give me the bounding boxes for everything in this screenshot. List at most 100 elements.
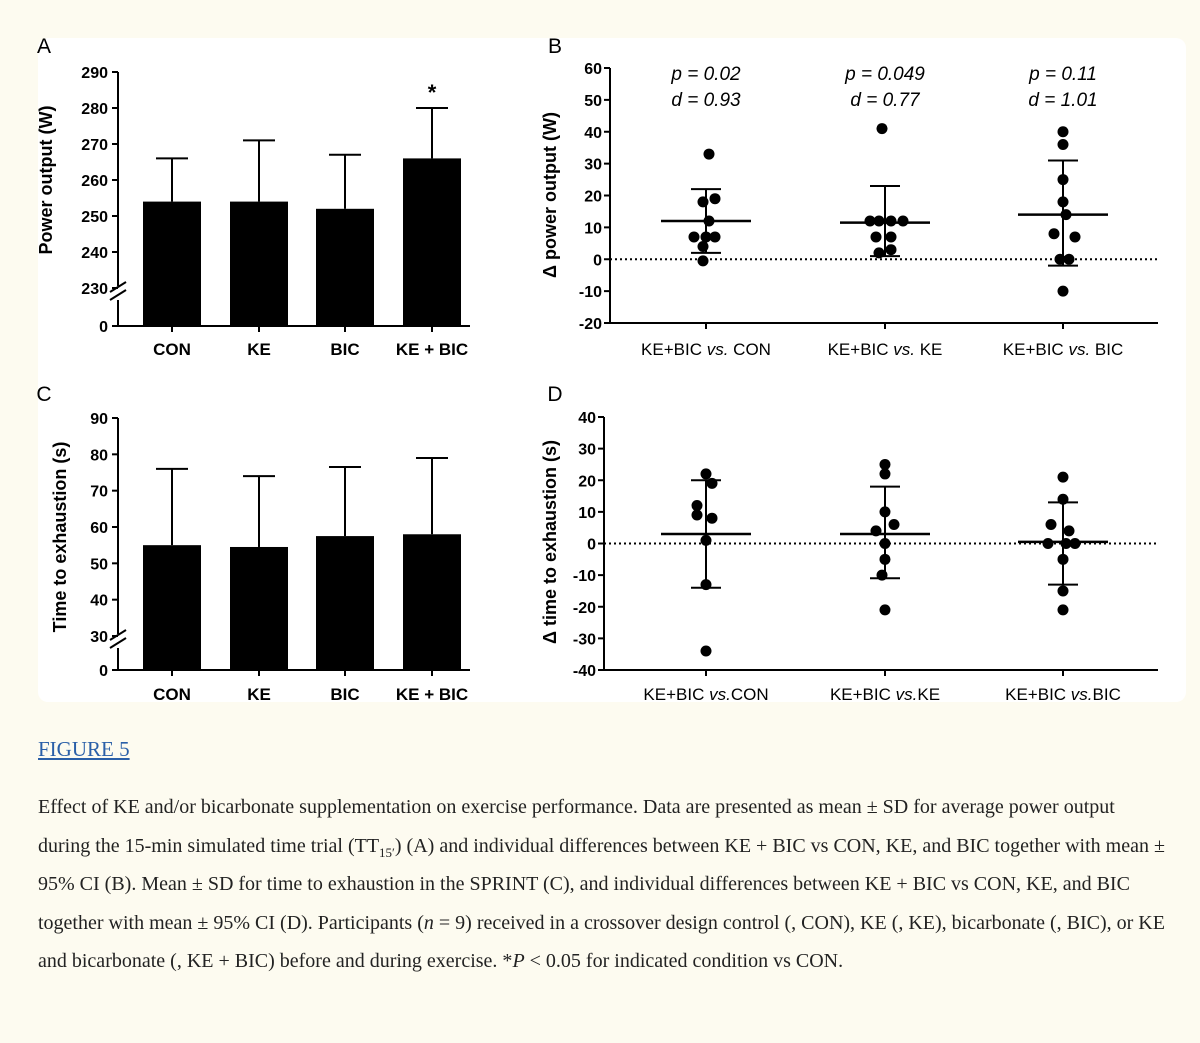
- panel-b-data-point: [697, 255, 709, 267]
- panel-d-ylabel: Δ time to exhaustion (s): [540, 440, 560, 644]
- panel-a-category-label: KE: [247, 340, 271, 359]
- panel-d-category-label-part: vs.: [1071, 685, 1093, 704]
- panel-b-ylabel: Δ power output (W): [540, 112, 560, 278]
- panel-b-category-label: KE+BIC vs. CON: [641, 340, 771, 359]
- panel-a-y-tick-label: 230: [81, 281, 108, 298]
- panel-b-p-value: p = 0.02: [670, 64, 741, 85]
- panel-b-data-point: [873, 215, 885, 227]
- figure-panel: [38, 38, 1186, 702]
- panel-c-bar: [316, 536, 374, 670]
- panel-b-y-tick-label: 50: [584, 93, 602, 110]
- panel-a-bar: [403, 158, 461, 326]
- panel-a-bar: [230, 201, 288, 326]
- panel-a-bar: [316, 208, 374, 326]
- panel-d-category-label: KE+BIC vs.KE: [830, 685, 940, 704]
- panel-d-category-label-part: KE+BIC: [830, 685, 896, 704]
- panel-c-bar: [230, 546, 288, 670]
- panel-b-y-tick-label: 40: [584, 125, 602, 142]
- panel-b-data-point: [709, 193, 721, 205]
- panel-b-y-tick-label: -20: [579, 316, 602, 333]
- panel-c-category-label: KE: [247, 685, 271, 704]
- panel-b-data-point: [1069, 231, 1081, 243]
- panel-b-category-label-part: KE: [915, 340, 942, 359]
- panel-b-y-tick-label: 10: [584, 220, 602, 237]
- panel-c-y-tick-label: 30: [90, 629, 108, 646]
- panel-a-category-label: KE + BIC: [396, 340, 468, 359]
- panel-d-y-tick-label: -40: [573, 663, 596, 680]
- panel-b-effect-size: d = 0.77: [850, 90, 921, 111]
- caption-part-4: < 0.05 for indicated condition vs CON.: [524, 950, 844, 972]
- panel-d-y-tick-label: 0: [587, 537, 596, 554]
- panel-b-category-label-part: CON: [728, 340, 771, 359]
- panel-d-y-tick-label: 10: [578, 505, 596, 522]
- panel-d-data-point: [706, 512, 718, 524]
- panel-a-letter: A: [37, 35, 51, 58]
- panel-a-y-tick-label: 290: [81, 65, 108, 82]
- caption-part-1: Effect of KE and/or bicarbonate suppleme…: [38, 796, 1115, 857]
- panel-a-y-tick-label: 280: [81, 101, 108, 118]
- panel-a-axis-break-2: [109, 289, 127, 301]
- panel-d-data-point: [1063, 525, 1075, 537]
- figure-link[interactable]: FIGURE 5: [38, 737, 130, 761]
- panel-c-bar: [403, 534, 461, 670]
- panel-b-data-point: [885, 244, 897, 256]
- panel-a-ylabel: Power output (W): [36, 106, 56, 255]
- caption-part-2: ) (A) and individual differences between…: [38, 834, 1165, 934]
- panel-b-category-label-part: vs.: [707, 340, 729, 359]
- panel-b-letter: B: [548, 35, 562, 58]
- figure-charts: A Power output (W) 290 280 270 260 250 240 230 0 C…: [36, 35, 1158, 704]
- panel-d-category-label-part: vs.: [709, 685, 731, 704]
- panel-a-y-tick-label: 250: [81, 209, 108, 226]
- panel-b-category-label-part: KE+BIC: [641, 340, 707, 359]
- panel-b-y-tick-label: -10: [579, 284, 602, 301]
- panel-d-data-point: [1042, 538, 1054, 549]
- panel-d-data-point: [1057, 585, 1069, 597]
- panel-b-data-point: [1063, 253, 1075, 265]
- panel-d-data-point: [1045, 519, 1057, 531]
- caption-part-3: = 9) received in a crossover design cont…: [38, 911, 1165, 973]
- panel-d-data-point: [1057, 604, 1069, 616]
- panel-b-data-point: [1057, 285, 1069, 297]
- panel-b-effect-size: d = 1.01: [1028, 90, 1097, 111]
- panel-d-data-point: [691, 509, 703, 521]
- panel-d-data-point: [888, 519, 900, 531]
- panel-b-category-label-part: vs.: [1068, 340, 1090, 359]
- panel-a-y-tick-label: 260: [81, 173, 108, 190]
- panel-c-y-tick-label: 80: [90, 447, 108, 464]
- panel-a-significance-marker: *: [428, 80, 437, 105]
- panel-b-data-point: [897, 215, 909, 227]
- panel-c-y-tick-label: 0: [99, 663, 108, 680]
- panel-b-data-point: [709, 231, 721, 243]
- panel-c-letter: C: [36, 383, 51, 406]
- panel-b-category-label-part: KE+BIC: [1003, 340, 1069, 359]
- panel-b-data-point: [688, 231, 700, 243]
- panel-b-y-tick-label: 60: [584, 61, 602, 78]
- panel-b-effect-size: d = 0.93: [671, 90, 741, 111]
- caption-subscript: 15′: [379, 844, 395, 860]
- panel-b-y-tick-label: 20: [584, 189, 602, 206]
- panel-d-category-label-part: BIC: [1093, 685, 1121, 704]
- panel-b-data-point: [1048, 228, 1060, 240]
- panel-a-category-label: CON: [153, 340, 191, 359]
- panel-b-data-point: [885, 231, 897, 243]
- panel-d-category-label: KE+BIC vs.BIC: [1005, 685, 1121, 704]
- panel-d-data-point: [1069, 538, 1081, 549]
- panel-d-y-tick-label: -20: [573, 600, 596, 617]
- panel-a-y-tick-label: 270: [81, 137, 108, 154]
- panel-d-category-label-part: vs.: [896, 685, 918, 704]
- panel-d-y-tick-label: -30: [573, 631, 596, 648]
- panel-a-y-tick-label: 240: [81, 245, 108, 262]
- panel-d-category-label-part: KE+BIC: [643, 685, 709, 704]
- panel-b-p-value: p = 0.11: [1028, 64, 1097, 85]
- panel-c-y-tick-label: 40: [90, 593, 108, 610]
- panel-b-data-point: [1057, 139, 1069, 150]
- caption-n-variable: n: [423, 911, 434, 934]
- panel-c-ylabel: Time to exhaustion (s): [50, 442, 70, 633]
- panel-d-letter: D: [547, 383, 562, 406]
- panel-d-y-tick-label: 40: [578, 410, 596, 427]
- panel-b-category-label: KE+BIC vs. BIC: [1003, 340, 1123, 359]
- panel-d-category-label: KE+BIC vs.CON: [643, 685, 768, 704]
- panel-b-y-tick-label: 0: [593, 252, 602, 269]
- panel-b-category-label-part: BIC: [1090, 340, 1123, 359]
- panel-c-y-tick-label: 60: [90, 520, 108, 537]
